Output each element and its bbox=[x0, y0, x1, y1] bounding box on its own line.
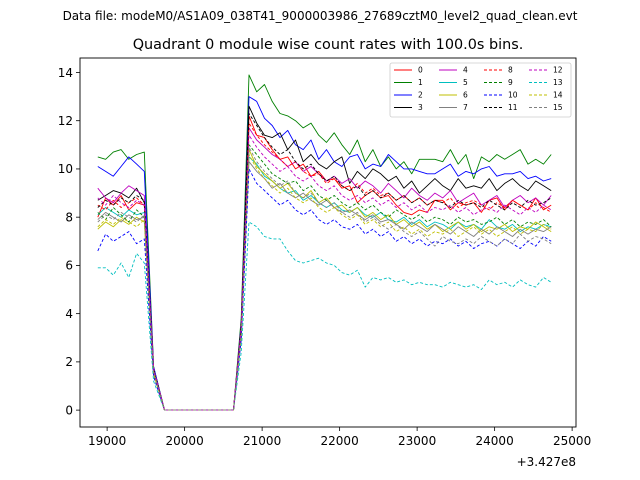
x-tick-label: 24000 bbox=[476, 434, 514, 448]
y-tick-label: 12 bbox=[58, 114, 73, 128]
series-line-15 bbox=[97, 146, 552, 411]
legend-label-6: 6 bbox=[463, 91, 468, 100]
y-tick-label: 4 bbox=[65, 307, 73, 321]
legend-label-5: 5 bbox=[463, 78, 468, 87]
plot-area bbox=[80, 58, 576, 427]
x-tick-label: 25000 bbox=[553, 434, 591, 448]
legend-frame bbox=[389, 62, 572, 118]
plot-frame bbox=[79, 57, 577, 428]
series-layer bbox=[97, 74, 552, 411]
x-tick-label: 22000 bbox=[321, 434, 359, 448]
axes-layer: 19000 20000 21000 22000 23000 24000 25000 0 2 4 6 8… bbox=[58, 66, 592, 448]
chart-suptitle: Data file: modeM0/AS1A09_038T41_90000039… bbox=[63, 9, 578, 23]
legend-label-13: 13 bbox=[553, 78, 563, 87]
legend-label-12: 12 bbox=[553, 66, 563, 75]
legend-label-3: 3 bbox=[418, 103, 423, 112]
legend-label-10: 10 bbox=[508, 91, 518, 100]
y-tick-label: 0 bbox=[65, 403, 73, 417]
x-tick-label: 21000 bbox=[243, 434, 281, 448]
chart-title: Quadrant 0 module wise count rates with … bbox=[133, 37, 524, 53]
legend-label-14: 14 bbox=[553, 91, 563, 100]
y-tick-label: 14 bbox=[58, 66, 73, 80]
x-tick-label: 23000 bbox=[398, 434, 436, 448]
y-tick-label: 6 bbox=[65, 259, 73, 273]
x-offset-label: +3.427e8 bbox=[517, 455, 576, 469]
legend-label-7: 7 bbox=[463, 103, 468, 112]
series-line-12 bbox=[97, 134, 552, 411]
y-tick-label: 8 bbox=[65, 210, 73, 224]
y-tick-label: 10 bbox=[58, 162, 73, 176]
series-line-10 bbox=[97, 168, 552, 411]
y-tick-label: 2 bbox=[65, 355, 73, 369]
legend-label-0: 0 bbox=[418, 66, 423, 75]
series-line-11 bbox=[97, 113, 552, 411]
legend-label-15: 15 bbox=[553, 103, 563, 112]
legend-label-11: 11 bbox=[508, 103, 518, 112]
legend-label-4: 4 bbox=[463, 66, 468, 75]
legend-label-1: 1 bbox=[418, 78, 423, 87]
x-tick-label: 20000 bbox=[166, 434, 204, 448]
legend-label-2: 2 bbox=[418, 91, 423, 100]
legend-label-8: 8 bbox=[508, 66, 513, 75]
legend-label-9: 9 bbox=[508, 78, 513, 87]
x-tick-label: 19000 bbox=[88, 434, 126, 448]
